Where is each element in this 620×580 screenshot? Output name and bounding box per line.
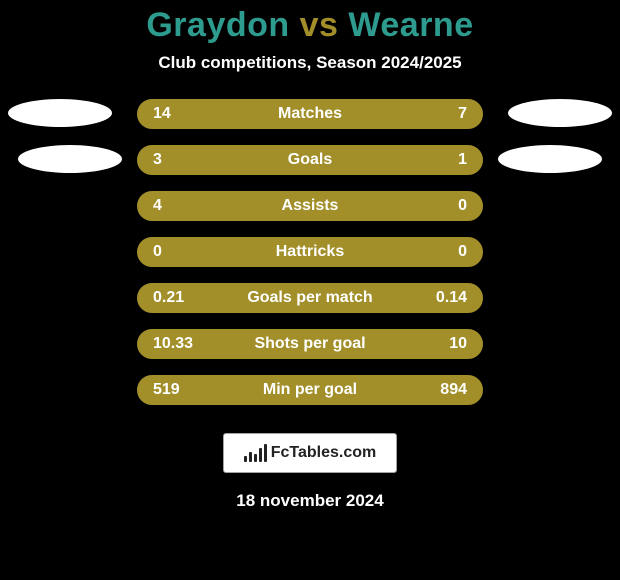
- stat-row: 4Assists0: [0, 191, 620, 225]
- stat-label: Shots per goal: [139, 335, 481, 353]
- stat-pill: 3Goals1: [137, 145, 483, 175]
- stat-row: 519Min per goal894: [0, 375, 620, 409]
- stat-row: 14Matches7: [0, 99, 620, 133]
- footer-date: 18 november 2024: [0, 491, 620, 511]
- stat-pill: 14Matches7: [137, 99, 483, 129]
- stat-row: 0.21Goals per match0.14: [0, 283, 620, 317]
- stat-pill: 519Min per goal894: [137, 375, 483, 405]
- fctables-logo[interactable]: FcTables.com: [223, 433, 397, 473]
- logo-text: FcTables.com: [271, 444, 377, 462]
- stat-label: Hattricks: [139, 243, 481, 261]
- stat-label: Goals: [139, 151, 481, 169]
- subtitle: Club competitions, Season 2024/2025: [0, 53, 620, 73]
- stats-area: 14Matches7 3Goals1 4Assists0 0Hattricks0 0.2…: [0, 99, 620, 409]
- stat-row: 10.33Shots per goal10: [0, 329, 620, 363]
- stat-pill: 4Assists0: [137, 191, 483, 221]
- stat-label: Goals per match: [139, 289, 481, 307]
- stat-row: 3Goals1: [0, 145, 620, 179]
- logo-bars-icon: [244, 444, 267, 462]
- stat-row: 0Hattricks0: [0, 237, 620, 271]
- stat-pill: 10.33Shots per goal10: [137, 329, 483, 359]
- page-title: Graydon vs Wearne: [0, 0, 620, 45]
- stat-label: Min per goal: [139, 381, 481, 399]
- stat-pill: 0.21Goals per match0.14: [137, 283, 483, 313]
- stat-label: Assists: [139, 197, 481, 215]
- stat-pill: 0Hattricks0: [137, 237, 483, 267]
- stat-label: Matches: [139, 105, 481, 123]
- player1-name: Graydon: [146, 6, 289, 44]
- player2-name: Wearne: [348, 6, 473, 44]
- vs-text: vs: [300, 6, 339, 44]
